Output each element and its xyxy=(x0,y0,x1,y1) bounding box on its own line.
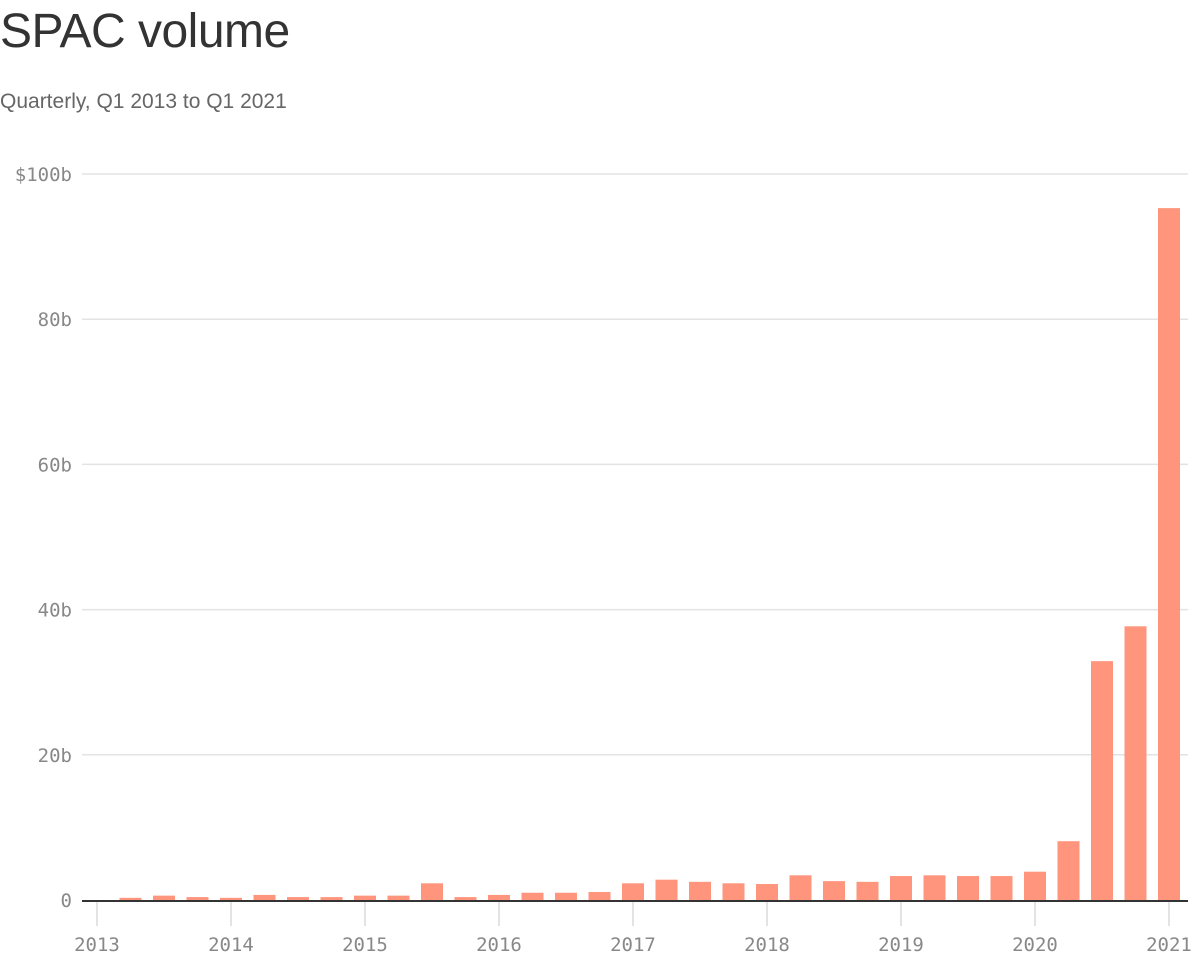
bar[interactable]: Q3 2020: $32.9b xyxy=(1091,661,1113,900)
bar[interactable]: Q3 2018: $2.6b xyxy=(823,881,845,900)
bar[interactable]: Q2 2018: $3.4b xyxy=(789,875,812,900)
bar[interactable]: Q4 2017: $2.3b xyxy=(722,883,745,900)
bar[interactable]: Q2 2013: $0.3b xyxy=(119,897,142,900)
bar[interactable]: Q2 2017: $2.8b xyxy=(655,879,678,900)
y-tick-label: 20b xyxy=(38,745,72,767)
bar[interactable]: Q1 2019: $3.3b xyxy=(890,876,912,900)
bar[interactable]: Q4 2018: $2.5b xyxy=(856,881,879,900)
bar[interactable]: Q3 2015: $2.3b xyxy=(421,883,443,900)
bar[interactable]: Q1 2021: $95.3b xyxy=(1158,208,1180,900)
y-tick-label: 0 xyxy=(61,890,72,912)
bar[interactable]: Q2 2016: $1b xyxy=(521,892,544,900)
x-axis: 2013 2014 2015 2016 2017 2018 2019 2020 2021 xyxy=(74,902,1192,956)
bar[interactable]: Q1 2020: $3.9b xyxy=(1024,871,1046,900)
x-tick-label: 2014 xyxy=(208,934,254,956)
bar[interactable]: Q3 2014: $0.4b xyxy=(287,897,309,900)
x-tick-label: 2020 xyxy=(1012,934,1058,956)
y-tick-label: 60b xyxy=(38,454,72,476)
x-tick-label: 2019 xyxy=(878,934,924,956)
bar[interactable]: Q2 2019: $3.4b xyxy=(923,875,946,900)
bar[interactable]: Q2 2015: $0.6b xyxy=(387,895,410,900)
x-tick-label: 2017 xyxy=(610,934,656,956)
chart-title: SPAC volume xyxy=(0,5,290,58)
chart-subtitle: Quarterly, Q1 2013 to Q1 2021 xyxy=(0,90,287,113)
y-axis-labels: 0 20b 40b 60b 80b $100b xyxy=(15,164,72,912)
bar[interactable]: Q3 2013: $0.6b xyxy=(153,895,175,900)
y-tick-label: $100b xyxy=(15,164,72,186)
bar[interactable]: Q4 2019: $3.3b xyxy=(990,876,1013,900)
bar[interactable]: Q4 2016: $1.1b xyxy=(588,892,611,900)
bar[interactable]: Q4 2020: $37.7b xyxy=(1124,626,1147,900)
bar[interactable]: Q4 2014: $0.4b xyxy=(320,897,343,900)
bar[interactable]: Q2 2020: $8.1b xyxy=(1057,841,1080,900)
bar[interactable]: Q1 2016: $0.7b xyxy=(488,894,510,900)
y-tick-label: 80b xyxy=(38,309,72,331)
bar[interactable]: Q2 2014: $0.7b xyxy=(253,894,276,900)
y-tick-label: 40b xyxy=(38,600,72,622)
bar[interactable]: Q1 2015: $0.6b xyxy=(354,895,376,900)
bar-series: Q2 2013: $0.3b Q3 2013: $0.6b Q4 2013: $0.… xyxy=(119,208,1180,900)
bar[interactable]: Q3 2017: $2.5b xyxy=(689,881,711,900)
gridlines xyxy=(82,173,1188,756)
x-tick-label: 2016 xyxy=(476,934,522,956)
x-tick-label: 2015 xyxy=(342,934,388,956)
bar[interactable]: Q1 2014: $0.3b xyxy=(220,897,242,900)
bar[interactable]: Q3 2016: $1b xyxy=(555,892,577,900)
bar[interactable]: Q3 2019: $3.3b xyxy=(957,876,979,900)
x-tick-label: 2021 xyxy=(1146,934,1192,956)
x-tick-label: 2018 xyxy=(744,934,790,956)
bar[interactable]: Q1 2018: $2.2b xyxy=(756,884,778,900)
bar[interactable]: Q4 2015: $0.4b xyxy=(454,897,477,900)
bar[interactable]: Q4 2013: $0.4b xyxy=(186,897,209,900)
bar[interactable]: Q1 2017: $2.3b xyxy=(622,883,644,900)
x-tick-label: 2013 xyxy=(74,934,120,956)
